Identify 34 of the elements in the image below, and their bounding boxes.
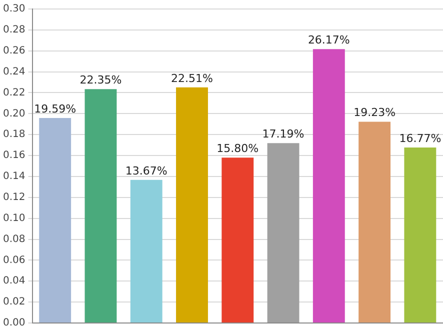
- text: 0.12: [3, 192, 26, 203]
- bar: [267, 143, 300, 322]
- text: 0.30: [3, 4, 26, 15]
- text: 0.00: [3, 318, 26, 329]
- bar: [312, 49, 345, 322]
- text: 0.10: [3, 212, 26, 224]
- text: 0.06: [3, 254, 26, 266]
- bar: [84, 89, 117, 322]
- text: 0.02: [3, 296, 26, 308]
- data-label: 22.51%: [171, 72, 213, 85]
- data-label: 13.67%: [125, 164, 168, 178]
- text: 0.26: [3, 45, 26, 56]
- data-label: 19.23%: [354, 106, 396, 120]
- data-label: 16.77%: [399, 132, 442, 145]
- text: 0.04: [3, 276, 26, 287]
- text: 0.24: [3, 66, 26, 78]
- text: 0.14: [3, 171, 26, 182]
- data-label: 15.80%: [216, 142, 259, 155]
- data-label: 22.35%: [80, 73, 122, 86]
- bar: [130, 180, 162, 322]
- bar: [404, 147, 436, 322]
- text: 0.18: [3, 129, 26, 140]
- data-label: 19.59%: [34, 102, 76, 116]
- text: 0.16: [3, 150, 26, 162]
- text: 0.08: [3, 234, 26, 245]
- text: 0.28: [3, 24, 26, 36]
- data-label: 17.19%: [262, 127, 304, 140]
- bar: [358, 122, 391, 322]
- text: 0.22: [3, 87, 26, 98]
- bar: [222, 158, 254, 322]
- text: 0.20: [3, 108, 26, 120]
- data-label: 26.17%: [308, 33, 350, 46]
- bar: [176, 87, 208, 322]
- bar: [39, 118, 72, 322]
